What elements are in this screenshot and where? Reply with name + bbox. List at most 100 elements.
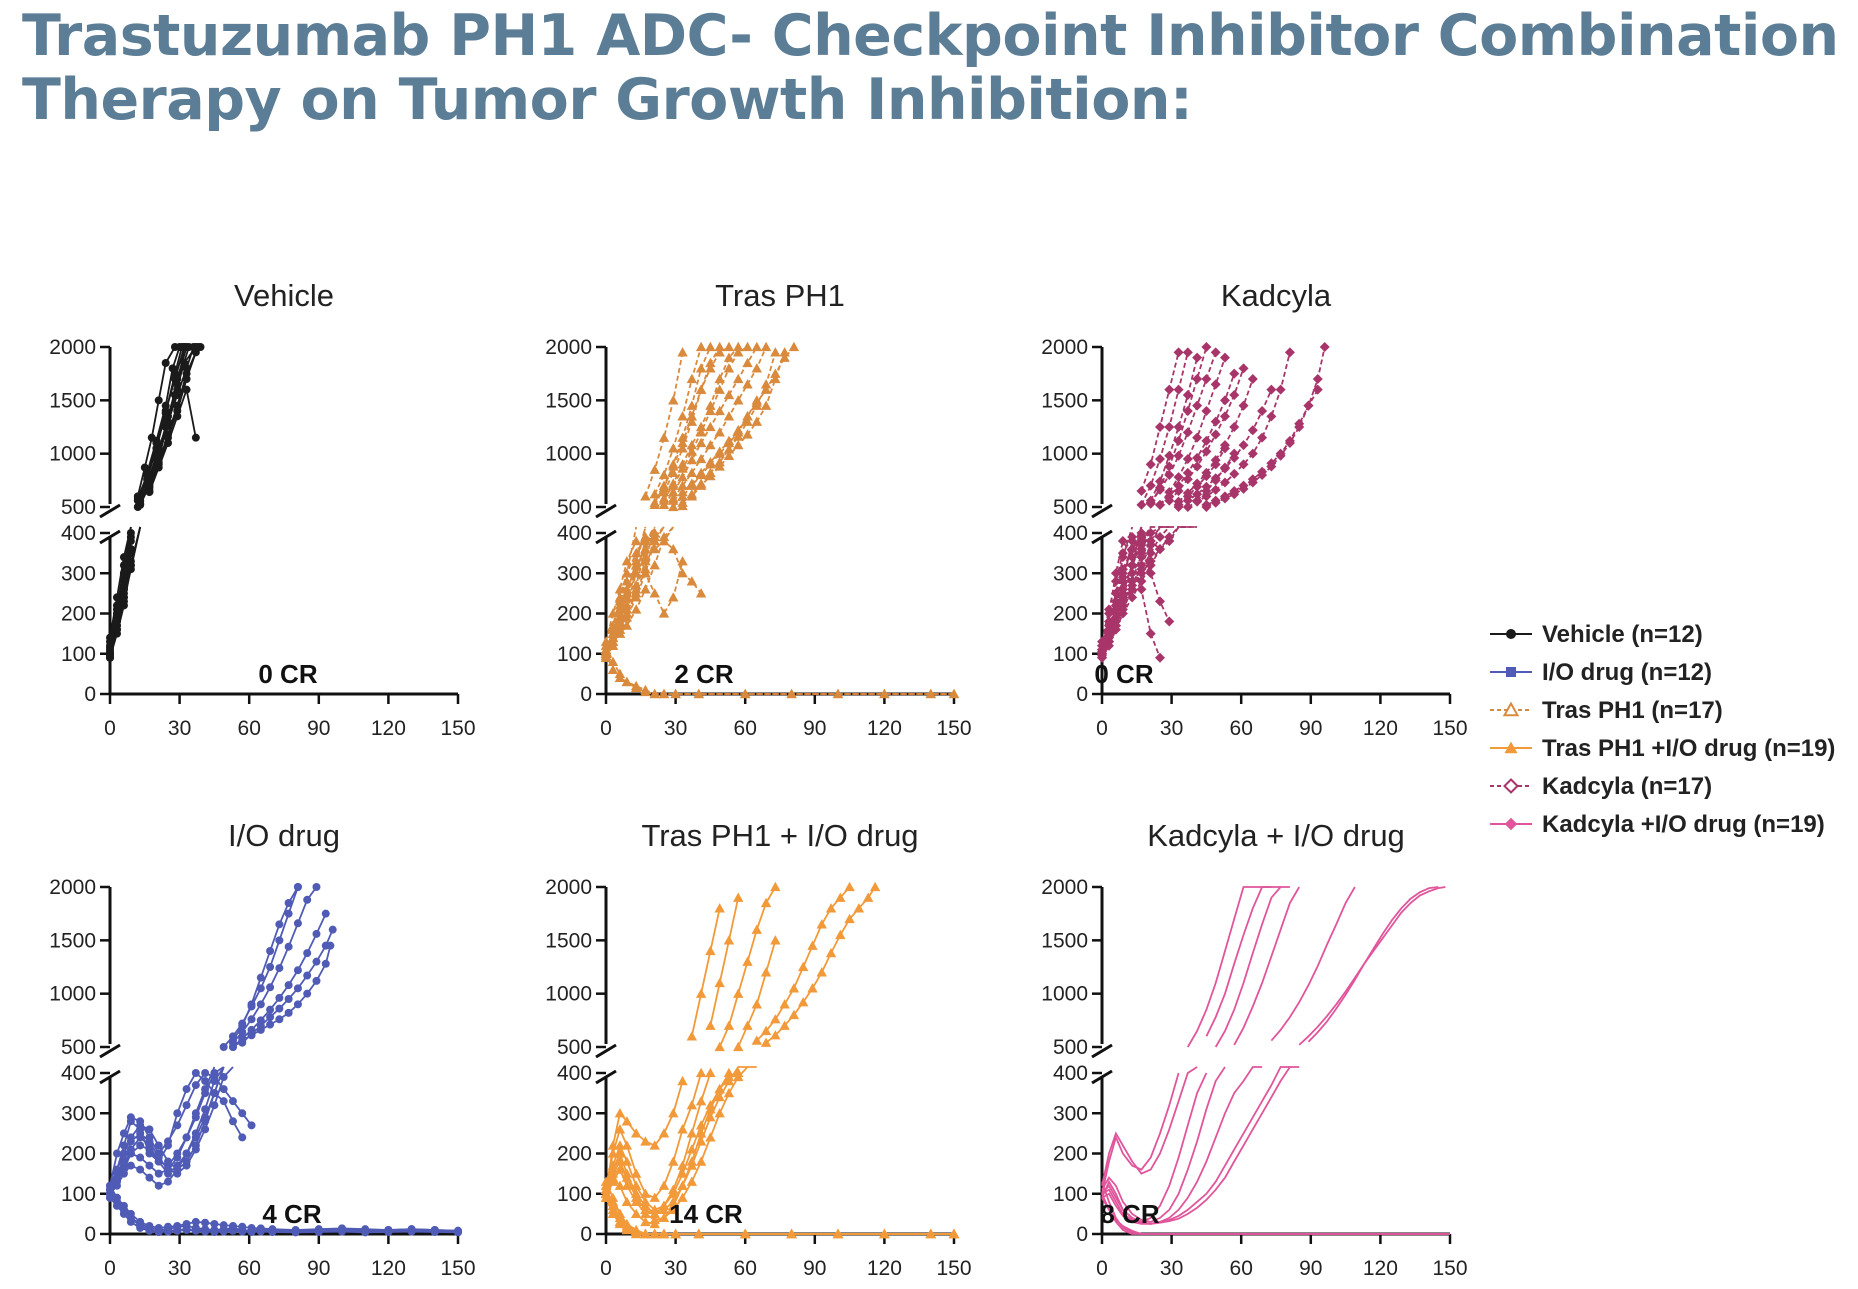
series-path [1101, 1066, 1300, 1225]
data-point-diamond [1229, 468, 1240, 479]
data-point-diamond [1182, 347, 1193, 358]
data-point-circle [275, 936, 284, 945]
data-point-triangle [649, 1204, 660, 1215]
data-point-triangle [733, 347, 744, 357]
data-point-triangle [770, 368, 781, 378]
data-point-circle [275, 1004, 284, 1013]
cr-label: 4 CR [262, 1199, 321, 1229]
data-point-diamond [1229, 390, 1240, 400]
page-title-line-2: Therapy on Tumor Growth Inhibition: [22, 67, 1193, 133]
data-point-diamond [1275, 450, 1286, 461]
data-point-circle [112, 593, 121, 602]
data-point-triangle [649, 497, 660, 507]
data-point-circle [228, 1097, 237, 1106]
series-path [737, 940, 777, 1048]
data-point-triangle [705, 1100, 716, 1110]
legend-label: Vehicle (n=12) [1542, 621, 1703, 648]
data-point-triangle [733, 1041, 744, 1052]
y-tick-label: 100 [1053, 1183, 1088, 1206]
data-point-circle [284, 995, 293, 1003]
data-point-triangle [658, 1180, 670, 1190]
data-point-circle [173, 1109, 182, 1118]
data-point-triangle [760, 341, 772, 352]
data-point-triangle [630, 1128, 642, 1138]
data-point-triangle [816, 967, 827, 977]
chart-panel-6: Kadcyla + I/O drug0100200300400500100015… [1041, 818, 1467, 1280]
x-tick-label: 90 [307, 717, 330, 740]
data-point-triangle [733, 427, 744, 437]
series-path [136, 346, 186, 499]
data-point-circle [126, 1209, 135, 1218]
data-point-circle [268, 1225, 277, 1234]
data-point-triangle [607, 636, 619, 646]
data-point-triangle [668, 1108, 679, 1118]
data-point-diamond [1182, 502, 1193, 512]
y-tick-label: 500 [61, 1036, 96, 1059]
data-point-circle [219, 1227, 228, 1236]
axis-break-mark [595, 529, 617, 545]
data-point-triangle [677, 491, 688, 501]
data-point-triangle [723, 437, 735, 448]
y-tick-label: 1000 [49, 443, 96, 466]
data-point-triangle [668, 1188, 679, 1198]
data-point-triangle [677, 411, 688, 421]
data-point-circle [136, 1153, 145, 1162]
data-point-triangle [695, 453, 707, 464]
series-line [1101, 1197, 1450, 1235]
data-point-triangle [630, 682, 642, 693]
axis-break-mark [595, 503, 617, 519]
series-path [663, 346, 748, 500]
series-path [1270, 886, 1356, 1042]
data-point-circle [210, 1089, 219, 1098]
data-point-circle [219, 1085, 228, 1094]
data-point-diamond [1110, 616, 1121, 627]
data-point-diamond [1219, 493, 1230, 504]
data-point-triangle [649, 688, 660, 699]
data-point-triangle [621, 1224, 633, 1235]
data-point-diamond [1097, 648, 1107, 659]
data-point-triangle [816, 919, 827, 929]
data-point-circle [247, 1015, 256, 1024]
data-point-diamond [1257, 406, 1268, 416]
data-point-circle [136, 1165, 145, 1174]
data-point-triangle [621, 1140, 633, 1150]
data-point-circle [182, 1157, 191, 1166]
legend-label: Tras PH1 +I/O drug (n=19) [1542, 735, 1835, 762]
data-point-circle [126, 545, 135, 554]
data-point-diamond [1312, 384, 1323, 395]
y-tick-label: 0 [1076, 683, 1088, 706]
data-point-triangle [668, 592, 679, 602]
y-tick-label: 300 [557, 562, 592, 585]
data-point-triangle [788, 341, 800, 352]
data-point-triangle [668, 486, 679, 497]
data-point-triangle [668, 467, 679, 478]
series-line [600, 527, 707, 658]
data-point-triangle [723, 352, 735, 362]
series-path [148, 386, 197, 493]
data-point-circle [106, 1185, 114, 1194]
data-point-triangle [614, 1216, 626, 1227]
x-tick-label: 90 [1299, 717, 1322, 740]
series-path [1233, 886, 1300, 1046]
y-tick-label: 400 [61, 1062, 96, 1085]
data-point-triangle [705, 1112, 716, 1122]
data-point-circle [145, 1161, 154, 1170]
data-point-triangle [686, 480, 698, 490]
data-point-circle [140, 463, 149, 472]
data-point-triangle [742, 341, 753, 352]
data-point-diamond [1257, 432, 1268, 443]
data-point-triangle [760, 1037, 772, 1047]
data-point-diamond [1127, 552, 1138, 563]
data-point-circle [191, 1109, 200, 1118]
series-line [1101, 886, 1272, 1194]
data-point-triangle [742, 357, 753, 368]
data-point-circle [247, 1002, 256, 1011]
data-point-triangle [607, 1148, 619, 1158]
data-point-triangle [686, 1176, 698, 1186]
data-point-triangle [740, 688, 751, 699]
data-point-diamond [1294, 422, 1305, 432]
series-line [600, 1184, 960, 1239]
data-point-diamond [1312, 374, 1323, 384]
data-point-circle [112, 617, 121, 626]
data-point-triangle [607, 1200, 619, 1210]
